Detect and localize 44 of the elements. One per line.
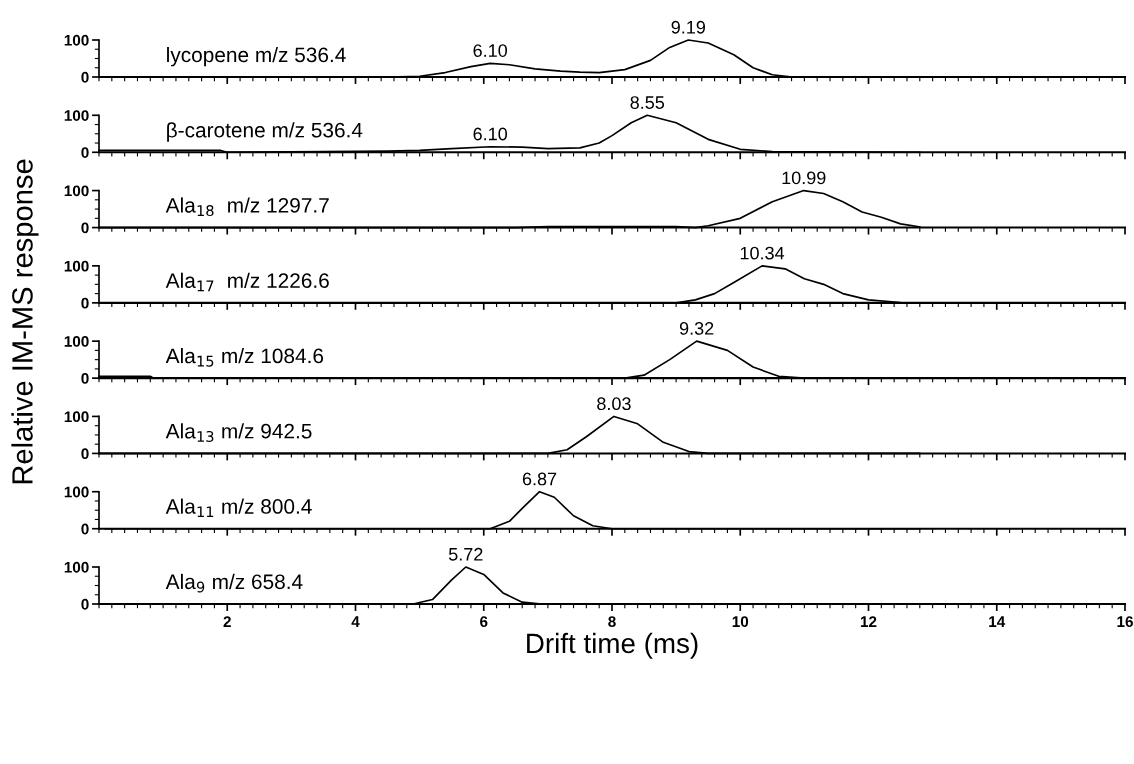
- x-tick-label: 12: [860, 616, 877, 627]
- y-tick-label: 0: [81, 147, 89, 158]
- x-tick-label: 6: [480, 616, 488, 628]
- annotation: 9.32: [679, 322, 714, 335]
- chart-title: Ala$_{17}$ m/z 1226.6: [165, 272, 329, 292]
- y-tick-label: 100: [64, 260, 89, 272]
- annotation: 8.03: [597, 397, 631, 411]
- annotation: 5.72: [448, 547, 483, 561]
- y-tick-label: 0: [81, 523, 89, 535]
- chart-title: Ala$_{9}$ m/z 658.4: [165, 573, 303, 593]
- y-tick-label: 0: [81, 71, 89, 83]
- y-tick-label: 0: [81, 297, 89, 309]
- y-axis-title: Relative IM-MS response: [11, 159, 39, 484]
- y-tick-label: 100: [64, 185, 89, 197]
- annotation: 6.87: [522, 472, 557, 486]
- y-tick-label: 100: [64, 110, 89, 121]
- y-tick-label: 100: [64, 486, 89, 498]
- y-tick-label: 0: [81, 598, 89, 610]
- y-tick-label: 100: [64, 34, 89, 46]
- x-tick-label: 14: [989, 616, 1006, 627]
- annotation: 6.10: [473, 127, 508, 141]
- y-tick-label: 100: [64, 411, 89, 423]
- chart-title: Ala$_{13}$ m/z 942.5: [165, 423, 312, 442]
- y-tick-label: 0: [81, 373, 89, 384]
- annotation: 9.19: [671, 20, 706, 34]
- chart-title: β-carotene m/z 536.4: [167, 122, 363, 142]
- chart-title: Ala$_{11}$ m/z 800.4: [165, 498, 312, 518]
- x-tick-label: 10: [732, 616, 749, 628]
- x-tick-label: 16: [1117, 616, 1133, 628]
- chart-title: lycopene m/z 536.4: [167, 46, 346, 67]
- y-tick-label: 100: [64, 561, 89, 573]
- annotation: 10.99: [782, 171, 826, 185]
- annotation: 10.34: [740, 246, 785, 260]
- y-tick-label: 0: [81, 448, 89, 460]
- x-tick-label: 2: [223, 616, 231, 627]
- annotation: 6.10: [473, 44, 508, 57]
- y-tick-label: 0: [81, 222, 89, 234]
- y-tick-label: 100: [64, 336, 89, 347]
- annotation: 8.55: [630, 96, 665, 109]
- chart-title: Ala$_{18}$ m/z 1297.7: [165, 197, 329, 217]
- x-tick-label: 8: [608, 616, 616, 628]
- chart-title: Ala$_{15}$ m/z 1084.6: [165, 347, 324, 367]
- x-axis-title: Drift time (ms): [527, 632, 698, 659]
- x-tick-label: 4: [351, 616, 360, 627]
